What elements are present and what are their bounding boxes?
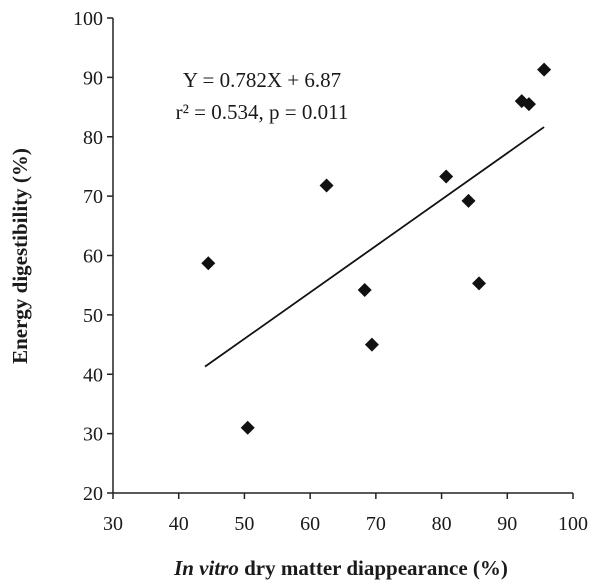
data-point: [240, 420, 255, 435]
x-tick-label: 40: [169, 513, 189, 535]
data-point: [472, 276, 487, 291]
data-point: [319, 178, 334, 193]
y-axis-ticks: 20 30 40 50 60 70 80 90 100: [73, 8, 113, 505]
x-tick-label: 30: [103, 513, 123, 535]
regression-equation: Y = 0.782X + 6.87: [183, 68, 341, 92]
x-tick-label: 80: [432, 513, 452, 535]
data-point: [521, 97, 536, 112]
y-tick-label: 50: [83, 305, 103, 327]
y-tick-label: 80: [83, 127, 103, 149]
data-point: [461, 193, 476, 208]
regression-line-group: [204, 126, 545, 368]
regression-line: [204, 126, 545, 368]
y-tick-label: 100: [73, 8, 103, 30]
y-tick-label: 30: [83, 424, 103, 446]
x-tick-label: 50: [234, 513, 254, 535]
y-tick-label: 60: [83, 246, 103, 268]
x-axis-ticks: 30 40 50 60 70 80 90 100: [103, 493, 588, 535]
y-tick-label: 40: [83, 364, 103, 386]
y-tick-label: 70: [83, 186, 103, 208]
x-tick-label: 100: [558, 513, 588, 535]
x-tick-label: 70: [366, 513, 386, 535]
y-axis-title: Energy digestibility (%): [8, 148, 32, 364]
data-point: [201, 256, 216, 271]
data-point: [364, 337, 379, 352]
data-points: [201, 62, 552, 435]
x-tick-label: 60: [300, 513, 320, 535]
data-point: [439, 169, 454, 184]
data-point: [537, 62, 552, 77]
y-tick-label: 20: [83, 483, 103, 505]
x-axis-title-rest: dry matter diappearance (%): [239, 556, 508, 580]
x-tick-label: 90: [497, 513, 517, 535]
y-tick-label: 90: [83, 67, 103, 89]
data-point: [357, 282, 372, 297]
x-axis-title-italic: In vitro: [173, 556, 239, 580]
x-axis-title: In vitro dry matter diappearance (%): [173, 556, 508, 580]
regression-stats: r² = 0.534, p = 0.011: [176, 100, 349, 124]
